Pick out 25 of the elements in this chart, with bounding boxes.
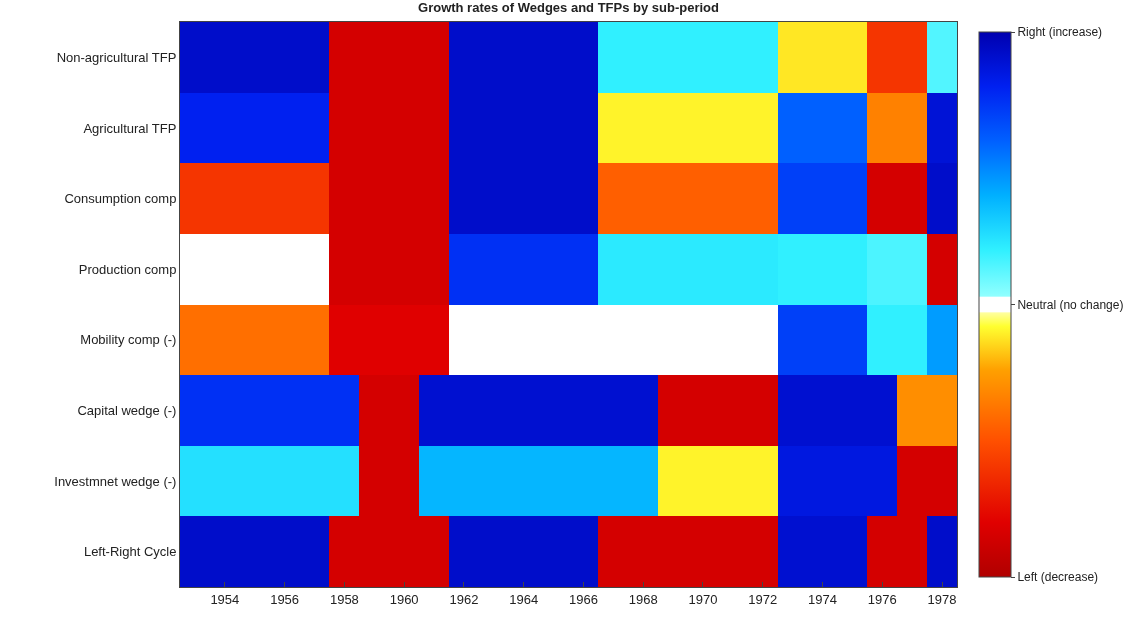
- x-tick-label: 1970: [688, 591, 718, 607]
- color-bar-label: Right (increase): [1017, 25, 1103, 40]
- y-tick-label: Agricultural TFP: [83, 120, 177, 136]
- chart-title: Growth rates of Wedges and TFPs by sub-period: [418, 0, 720, 16]
- y-tick-label: Left-Right Cycle: [83, 544, 177, 560]
- x-tick-label: 1974: [808, 591, 837, 607]
- y-tick-label: Mobility comp (-): [80, 332, 177, 348]
- x-tick-label: 1972: [748, 591, 778, 607]
- x-tick-label: 1968: [628, 591, 658, 607]
- x-tick-label: 1960: [389, 591, 419, 607]
- x-tick-label: 1964: [509, 591, 539, 607]
- y-tick-label: Capital wedge (-): [77, 402, 177, 418]
- y-tick-label: Investmnet wedge (-): [54, 473, 177, 489]
- x-tick-label: 1962: [449, 591, 479, 607]
- y-tick-label: Consumption comp: [64, 191, 177, 207]
- x-tick-label: 1978: [927, 591, 957, 607]
- y-tick-label: Production comp: [78, 261, 177, 277]
- x-tick-label: 1954: [210, 591, 240, 607]
- x-tick-label: 1956: [270, 591, 300, 607]
- y-tick-label: Non-agricultural TFP: [56, 49, 177, 65]
- x-tick-label: 1958: [329, 591, 359, 607]
- x-tick-label: 1976: [867, 591, 897, 607]
- x-tick-label: 1966: [568, 591, 598, 607]
- color-bar-label: Neutral (no change): [1017, 297, 1124, 312]
- color-bar-label: Left (decrease): [1017, 570, 1099, 585]
